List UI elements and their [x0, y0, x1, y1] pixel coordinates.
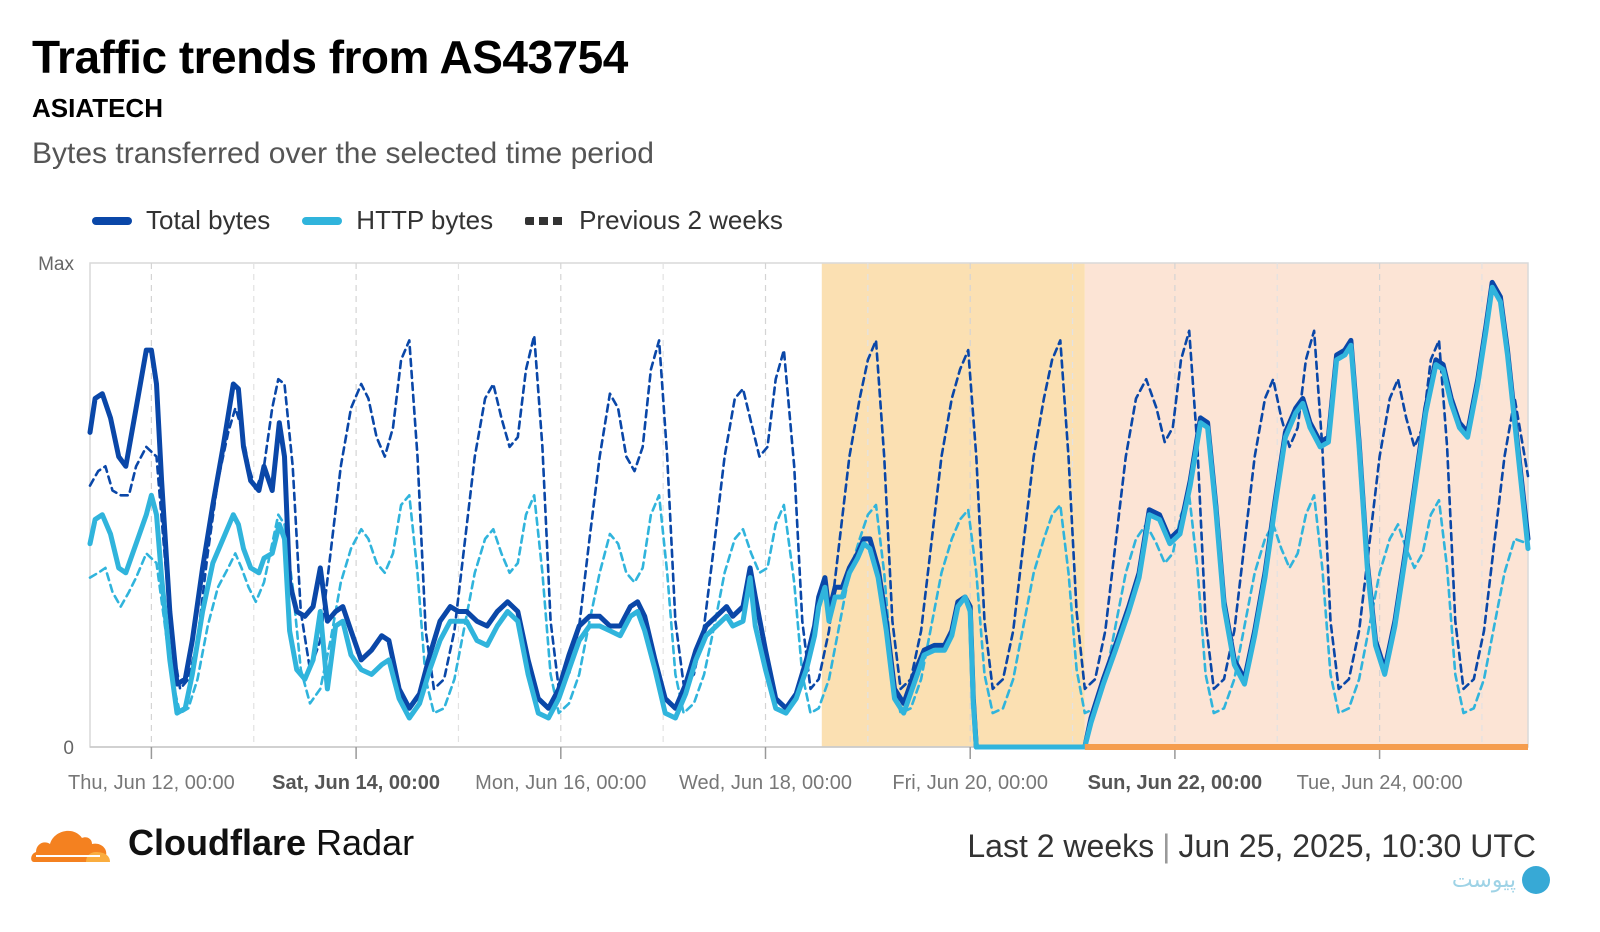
series-previous-total-line — [88, 329, 1530, 691]
footer-range: Last 2 weeks — [967, 828, 1155, 864]
legend-item-previous[interactable]: Previous 2 weeks — [525, 205, 783, 236]
watermark-text: پیوست — [1451, 867, 1516, 892]
brand-light: Radar — [316, 822, 415, 863]
footer-timestamp: Jun 25, 2025, 10:30 UTC — [1178, 828, 1536, 864]
x-tick-label-7: Tue, Jun 24, 00:00 — [1297, 772, 1463, 794]
outage-region-1 — [821, 263, 1085, 747]
brand-bold: Cloudflare — [128, 822, 307, 863]
x-tick-label-1: Thu, Jun 12, 00:00 — [68, 772, 235, 794]
footer-brand: Cloudflare Radar — [128, 822, 414, 864]
watermark: پیوست — [1452, 866, 1550, 894]
series-previous-http-line — [88, 494, 1530, 715]
legend-item-http[interactable]: HTTP bytes — [302, 205, 493, 236]
legend: Total bytes HTTP bytes Previous 2 weeks — [92, 205, 783, 236]
cloudflare-cloud-icon — [31, 830, 110, 862]
chart-subtitle: ASIATECH — [32, 93, 163, 123]
watermark-logo-icon — [1522, 866, 1550, 894]
legend-swatch-previous — [525, 216, 566, 225]
chart-title: Traffic trends from AS43754 — [32, 31, 628, 83]
y-axis-label-max: Max — [38, 254, 74, 275]
legend-swatch-http — [302, 216, 343, 225]
series-http-bytes-line — [87, 284, 1531, 750]
outage-bar — [1084, 744, 1528, 750]
footer-timeframe: Last 2 weeks | Jun 25, 2025, 10:30 UTC — [967, 828, 1536, 865]
x-tick-label-6: Sun, Jun 22, 00:00 — [1088, 772, 1263, 794]
legend-label-total: Total bytes — [146, 205, 271, 235]
x-tick-label-5: Fri, Jun 20, 00:00 — [892, 772, 1048, 794]
outage-region-2 — [1084, 263, 1528, 747]
legend-label-http: HTTP bytes — [356, 205, 494, 235]
x-tick-label-2: Sat, Jun 14, 00:00 — [272, 772, 440, 794]
legend-swatch-total — [92, 216, 132, 225]
legend-label-previous: Previous 2 weeks — [579, 205, 783, 235]
cloudflare-radar-logo: Cloudflare Radar — [30, 822, 414, 864]
x-tick-label-4: Wed, Jun 18, 00:00 — [679, 772, 852, 794]
legend-item-total[interactable]: Total bytes — [92, 205, 270, 236]
x-tick-label-3: Mon, Jun 16, 00:00 — [475, 772, 646, 794]
footer-separator: | — [1162, 828, 1171, 864]
chart-description: Bytes transferred over the selected time… — [32, 137, 654, 170]
y-axis-label-zero: 0 — [63, 738, 74, 759]
